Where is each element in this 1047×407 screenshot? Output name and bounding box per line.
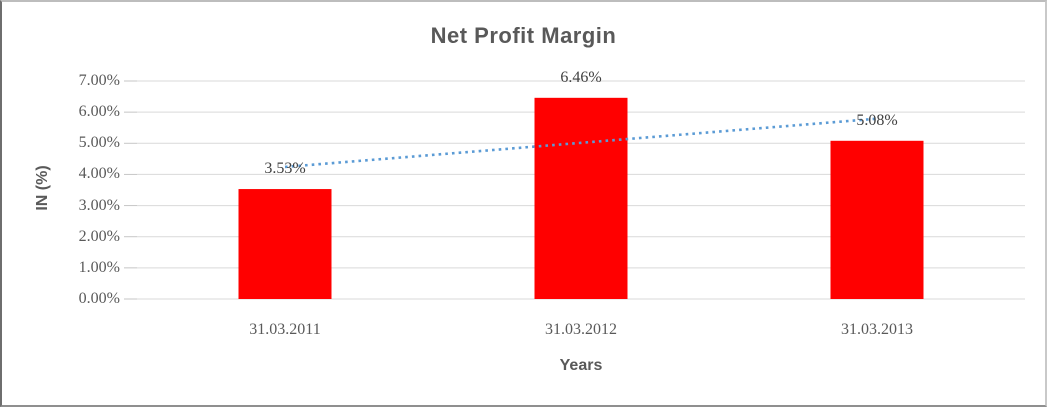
x-tick-label: 31.03.2011 bbox=[249, 321, 321, 338]
y-tick-label: 6.00% bbox=[78, 103, 120, 121]
bar-31.03.2013 bbox=[830, 140, 924, 299]
bar-data-label: 5.08% bbox=[856, 111, 898, 129]
bar-31.03.2011 bbox=[238, 189, 332, 299]
y-tick-label: 0.00% bbox=[78, 290, 120, 307]
y-tick-label: 5.00% bbox=[78, 134, 120, 152]
chart-title: Net Profit Margin bbox=[430, 23, 617, 48]
trendline bbox=[284, 117, 878, 169]
y-tick-label: 3.00% bbox=[78, 196, 120, 214]
bar-data-label: 6.46% bbox=[560, 68, 602, 86]
y-tick-label: 7.00% bbox=[78, 72, 120, 89]
y-tick-label: 2.00% bbox=[78, 227, 120, 245]
bar-data-label: 3.53% bbox=[264, 160, 306, 178]
x-axis-title: Years bbox=[559, 357, 603, 374]
x-tick-label: 31.03.2012 bbox=[545, 321, 617, 338]
y-tick-label: 4.00% bbox=[78, 165, 120, 183]
bar-31.03.2012 bbox=[534, 97, 628, 300]
y-tick-label: 1.00% bbox=[78, 258, 120, 276]
x-tick-label: 31.03.2013 bbox=[841, 321, 913, 338]
